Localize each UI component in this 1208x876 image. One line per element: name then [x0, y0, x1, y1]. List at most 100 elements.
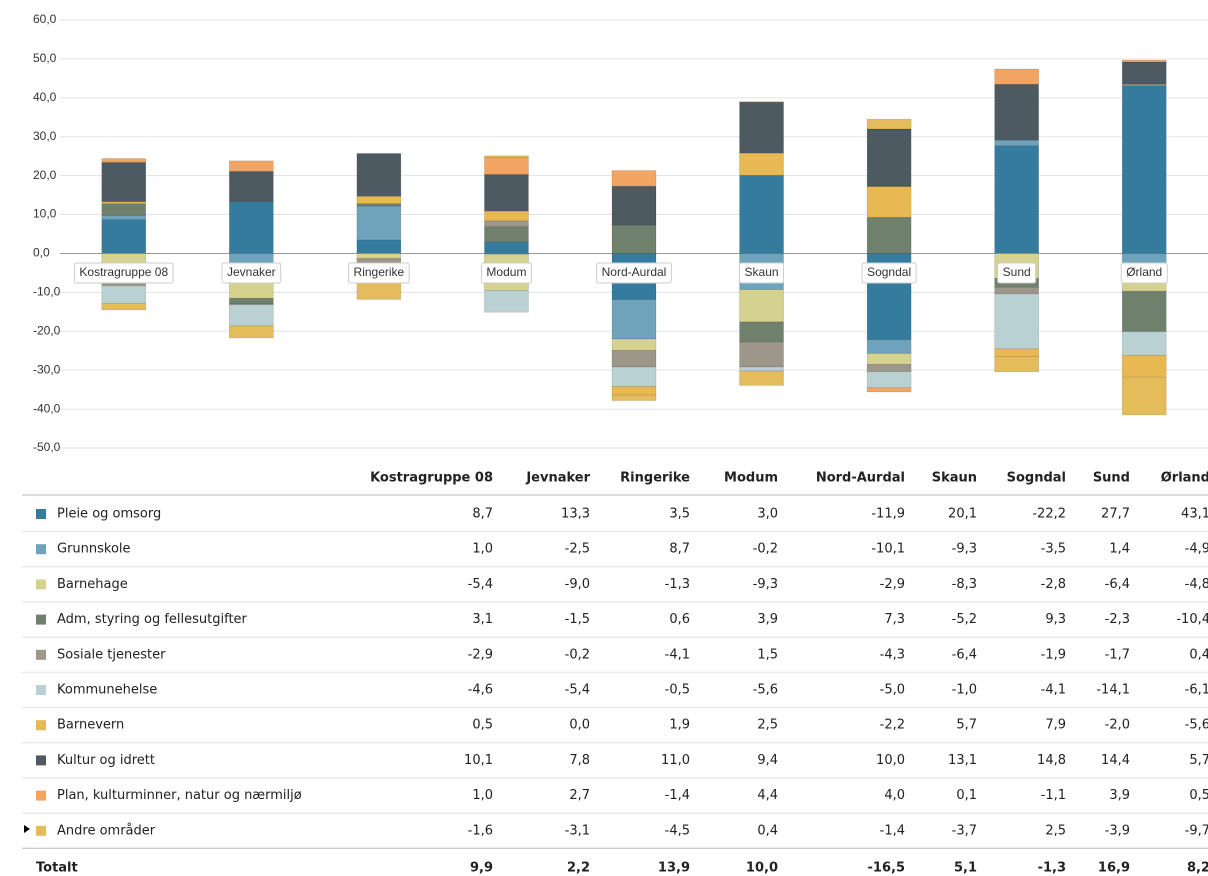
- table-cell: 7,8: [569, 753, 590, 768]
- table-cell: -2,9: [880, 577, 905, 592]
- total-cell: -16,5: [868, 861, 905, 876]
- table-cell: 2,5: [1045, 823, 1066, 838]
- total-cell: 9,9: [470, 861, 493, 876]
- total-cell: -1,3: [1038, 861, 1066, 876]
- table-cell: -9,0: [565, 577, 590, 592]
- bar-segment: [229, 253, 274, 264]
- table-cell: -5,6: [1185, 718, 1208, 733]
- table-cell: -6,4: [952, 647, 977, 662]
- x-tick-label: Skaun: [745, 265, 779, 279]
- table-cell: 0,5: [472, 718, 493, 733]
- bar-segment: [356, 239, 402, 254]
- table-cell: -4,3: [880, 647, 905, 662]
- table-cell: 8,7: [472, 507, 493, 522]
- y-tick-label: 40,0: [33, 90, 57, 104]
- y-tick-label: 50,0: [33, 51, 57, 65]
- table-cell: 5,7: [1189, 753, 1208, 768]
- table-cell: -11,9: [871, 507, 905, 522]
- legend-swatch: [36, 649, 46, 660]
- legend-label: Andre områder: [57, 823, 156, 838]
- bars: [101, 59, 1167, 416]
- x-tick-label: Modum: [486, 265, 526, 279]
- table-header: Jevnaker: [525, 471, 590, 486]
- y-tick-label: 0,0: [33, 246, 50, 260]
- total-cell: 5,1: [954, 861, 977, 876]
- table-header: Ringerike: [620, 471, 690, 486]
- bar-segment: [229, 297, 274, 305]
- bar-segment: [101, 203, 147, 217]
- bar-segment: [1121, 85, 1167, 254]
- table-cell: 14,4: [1101, 753, 1130, 768]
- table-cell: -5,4: [468, 577, 493, 592]
- table-cell: 11,0: [661, 753, 690, 768]
- bar-segment: [229, 201, 274, 254]
- bar-segment: [739, 152, 784, 176]
- table-header: Nord-Aurdal: [816, 471, 905, 486]
- table-cell: -4,6: [468, 683, 493, 698]
- category-label: Sund: [997, 262, 1037, 284]
- label-box: [997, 262, 1037, 284]
- total-cell: 13,9: [658, 861, 690, 876]
- table-cell: 7,3: [884, 612, 905, 627]
- bar-segment: [356, 203, 402, 207]
- table-cell: -8,3: [952, 577, 977, 592]
- legend-swatch: [36, 720, 46, 731]
- table-cell: -0,2: [753, 542, 778, 557]
- category-label: Kostragruppe 08: [73, 262, 174, 284]
- table-cell: 8,7: [669, 542, 690, 557]
- table-cell: 4,4: [757, 788, 778, 803]
- label-box: [1120, 262, 1168, 284]
- legend-label: Adm, styring og fellesutgifter: [57, 612, 248, 627]
- label-box: [739, 262, 785, 284]
- bar-segment: [611, 394, 657, 401]
- legend-label: Barnevern: [57, 718, 124, 733]
- table-cell: -4,9: [1185, 542, 1208, 557]
- table-header: Kostragruppe 08: [370, 471, 493, 486]
- table-cell: -6,4: [1105, 577, 1130, 592]
- table-cell: -2,8: [1041, 577, 1066, 592]
- table-cell: -3,7: [952, 823, 977, 838]
- table-cell: -4,1: [665, 647, 690, 662]
- table-cell: -2,9: [468, 647, 493, 662]
- legend-swatch: [36, 579, 46, 590]
- table-cell: 1,0: [472, 788, 493, 803]
- label-box: [480, 262, 532, 284]
- table-cell: 0,6: [669, 612, 690, 627]
- bar-segment: [356, 153, 402, 197]
- bar-segment: [739, 321, 784, 343]
- table-cell: -4,1: [1041, 683, 1066, 698]
- x-tick-label: Sund: [1003, 265, 1031, 279]
- table-cell: -5,2: [952, 612, 977, 627]
- table-cell: -14,1: [1096, 683, 1130, 698]
- bar-segment: [1121, 59, 1167, 63]
- table-cell: -5,4: [565, 683, 590, 698]
- bar-segment: [611, 386, 657, 396]
- bar-segment: [866, 364, 912, 373]
- table-cell: -9,3: [753, 577, 778, 592]
- bar-segment: [484, 174, 529, 212]
- legend-swatch: [36, 614, 46, 625]
- x-tick-label: Jevnaker: [227, 265, 276, 279]
- table-cell: -4,8: [1185, 577, 1208, 592]
- bar-segment: [611, 338, 657, 351]
- category-label: Skaun: [739, 262, 785, 284]
- bar-segment: [1121, 61, 1167, 85]
- table-cell: -10,1: [871, 542, 905, 557]
- bar-segment: [611, 170, 657, 187]
- total-cell: 8,2: [1187, 861, 1208, 876]
- bar-segment: [739, 341, 784, 368]
- table-cell: 3,9: [1109, 788, 1130, 803]
- category-label: Jevnaker: [221, 262, 282, 284]
- table-header: Ørland: [1161, 471, 1208, 486]
- bar-segment: [611, 224, 657, 254]
- bar-segment: [356, 205, 402, 241]
- table-cell: 2,5: [757, 718, 778, 733]
- bar-segment: [611, 299, 657, 340]
- table-cell: -2,2: [880, 718, 905, 733]
- x-tick-label: Sogndal: [867, 265, 911, 279]
- total-cell: 16,9: [1098, 861, 1130, 876]
- bar-segment: [484, 241, 529, 254]
- x-tick-label: Nord-Aurdal: [602, 265, 667, 279]
- table-cell: -10,4: [1176, 612, 1208, 627]
